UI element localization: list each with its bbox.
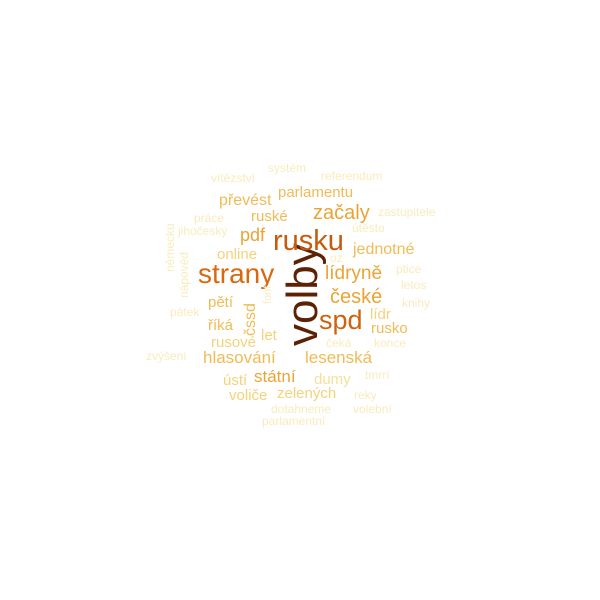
word-fonf: fonf (262, 285, 274, 304)
word-lidryne: lídryně (325, 263, 383, 284)
word-volice: voliče (229, 387, 268, 404)
word-ceske: české (330, 286, 383, 308)
word-parlamentu: parlamentu (278, 184, 354, 201)
word-hlasovani: hlasování (203, 348, 276, 367)
word-lesenska: lesenská (305, 348, 373, 367)
word-parlamentni: parlamentní (262, 414, 326, 428)
word-zastupitele: zastupitele (378, 205, 436, 219)
word-rusko: rusko (371, 320, 408, 337)
word-utesto: útěsto (352, 221, 385, 235)
word-ruske: ruské (251, 208, 288, 225)
word-prevest: převést (219, 192, 272, 209)
word-referendum: referendum (321, 169, 383, 183)
word-spd: spd (319, 305, 363, 335)
word-patek: pátek (170, 305, 200, 319)
word-reky: reky (354, 388, 377, 402)
word-vitezstvi: vítězství (211, 171, 256, 185)
word-strany: strany (198, 258, 275, 289)
word-peti: pětí (208, 294, 234, 311)
word-cssd: čssd (242, 303, 259, 336)
word-lidr: lídr (370, 306, 391, 323)
word-pdf: pdf (240, 225, 266, 245)
word-oz: oz (330, 251, 343, 265)
word-usti: ústí (223, 372, 248, 389)
word-konce: konce (374, 336, 407, 350)
word-tmrri: tmrrí (365, 368, 390, 382)
word-napoved: nápověd (177, 251, 191, 298)
word-rusku: rusku (273, 225, 344, 257)
word-rusove: rusové (211, 334, 257, 351)
word-nemecku: německu (163, 223, 177, 272)
word-ceka: čeká (326, 336, 352, 350)
word-dumy: dumy (314, 371, 351, 388)
word-system: systém (268, 161, 307, 175)
word-zvyseni: zvýšení (146, 349, 187, 363)
word-dotahneme: dotahneme (271, 402, 332, 416)
word-ptice: ptice (396, 262, 422, 276)
word-zelenych: zelených (277, 385, 337, 402)
word-let: let (261, 327, 277, 344)
word-knihy: knihy (402, 296, 431, 310)
word-jihocesky: jihočeský (178, 224, 228, 238)
word-letos: letos (401, 278, 427, 292)
word-prace: práce (194, 211, 225, 225)
word-volebni: volební (353, 402, 392, 416)
word-statni: státní (254, 367, 296, 386)
word-rika: říká (208, 317, 234, 334)
word-zacaly: začaly (313, 202, 370, 224)
word-online: online (217, 246, 258, 263)
word-jednotne: jednotné (353, 241, 415, 258)
